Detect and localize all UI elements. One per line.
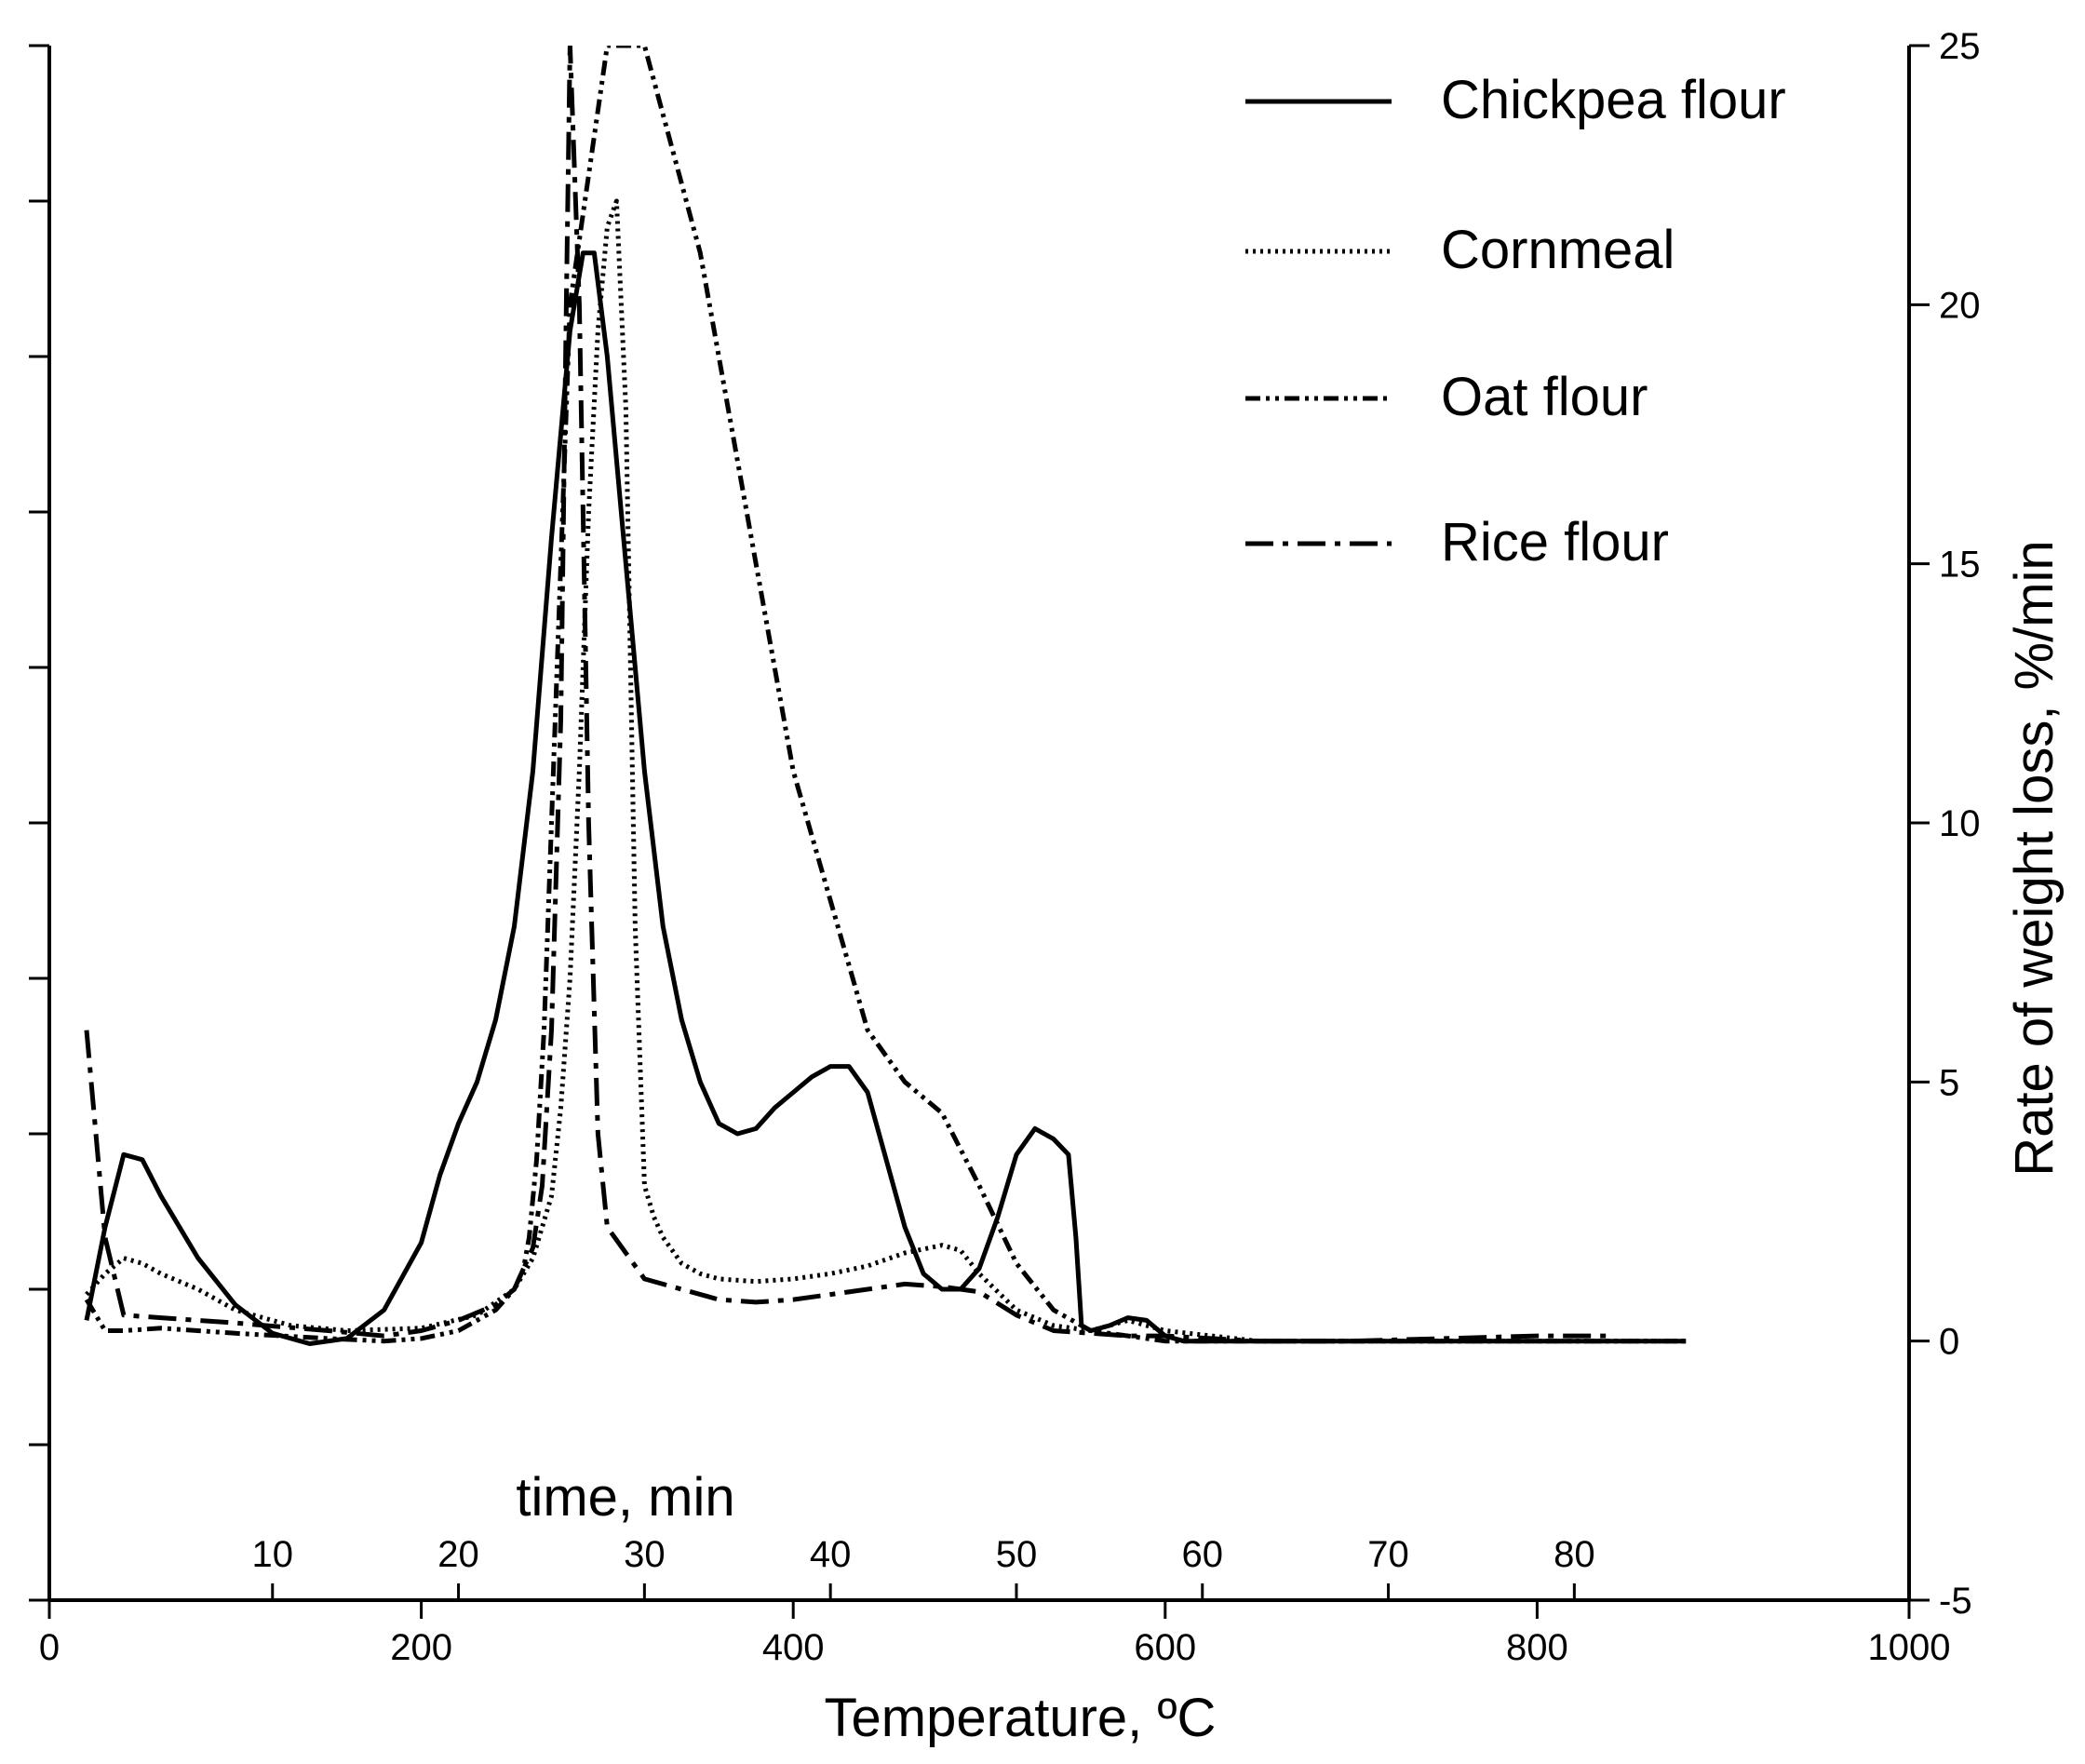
time-axis-ticks: 10 20 30 40 50 60 70 80 (252, 1534, 1595, 1600)
y-tick-label-15: 15 (1939, 545, 1981, 586)
time-tick-label-20: 20 (437, 1534, 479, 1575)
x-axis-title: Temperature, ºC (825, 1688, 1217, 1748)
time-tick-label-30: 30 (624, 1534, 666, 1575)
time-tick-label-10: 10 (252, 1534, 294, 1575)
left-axis-ticks (29, 44, 49, 1602)
legend-label-cornmeal: Cornmeal (1441, 220, 1675, 280)
legend-label-oat: Oat flour (1441, 367, 1648, 427)
series-group (84, 46, 1687, 1346)
y-tick-label-25: 25 (1939, 26, 1981, 67)
time-tick-label-70: 70 (1367, 1534, 1409, 1575)
x-tick-label-600: 600 (1134, 1627, 1196, 1668)
y-tick-label--5: -5 (1939, 1581, 1972, 1622)
legend-label-rice: Rice flour (1441, 512, 1669, 572)
y-axis-title: Rate of weight loss, %/min (2004, 540, 2065, 1176)
time-tick-label-80: 80 (1554, 1534, 1595, 1575)
series-line-rice-flour (84, 46, 1612, 1344)
legend: Chickpea flour Cornmeal Oat flour Rice f… (1245, 70, 1786, 572)
series-line-oat-flour (84, 46, 1687, 1344)
legend-label-chickpea: Chickpea flour (1441, 70, 1786, 130)
x-tick-label-0: 0 (39, 1627, 60, 1668)
time-axis-title: time, min (516, 1467, 734, 1528)
x-tick-label-400: 400 (762, 1627, 825, 1668)
y-tick-label-20: 20 (1939, 285, 1981, 326)
y-tick-label-10: 10 (1939, 803, 1981, 844)
y-tick-label-0: 0 (1939, 1322, 1959, 1363)
x-tick-label-200: 200 (390, 1627, 452, 1668)
x-tick-label-1000: 1000 (1868, 1627, 1951, 1668)
x-axis-ticks: 0 200 400 600 800 1000 (39, 1600, 1951, 1668)
time-tick-label-50: 50 (996, 1534, 1038, 1575)
right-axis-ticks: -5 0 5 10 15 20 25 (1909, 26, 1981, 1622)
y-tick-label-5: 5 (1939, 1062, 1959, 1103)
time-tick-label-40: 40 (810, 1534, 852, 1575)
x-tick-label-800: 800 (1506, 1627, 1568, 1668)
time-tick-label-60: 60 (1182, 1534, 1224, 1575)
